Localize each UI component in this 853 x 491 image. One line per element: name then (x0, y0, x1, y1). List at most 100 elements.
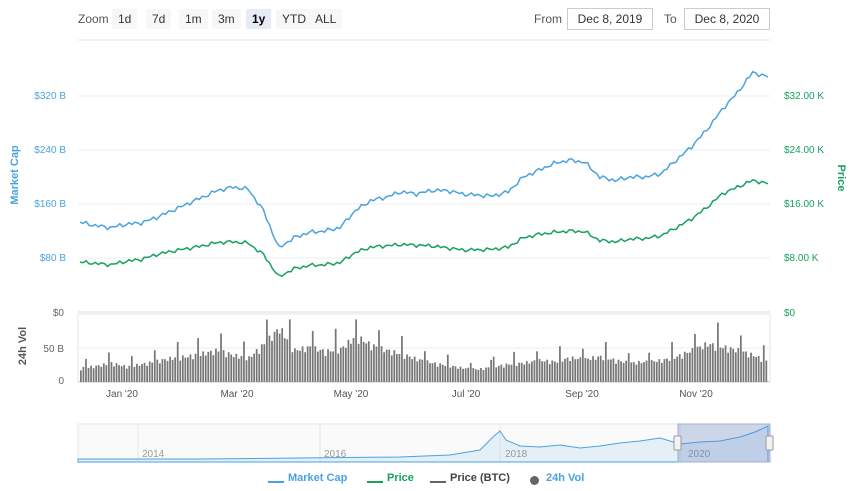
volume-bar (617, 359, 620, 382)
volume-bar (699, 346, 701, 382)
volume-bar (762, 345, 765, 382)
right-axis-tick: $0 (784, 308, 796, 319)
volume-bar (406, 354, 408, 382)
volume-bar (408, 356, 411, 382)
volume-bar (347, 339, 350, 382)
volume-bar (342, 346, 345, 382)
volume-bar (230, 354, 233, 382)
volume-bar (401, 335, 403, 382)
volume-bar (243, 341, 245, 382)
volume-bar (255, 349, 258, 382)
volume-bar (220, 333, 222, 382)
volume-bar (248, 356, 250, 382)
right-axis-title: Price (835, 165, 847, 192)
legend-price-btc[interactable]: Price (BTC) (450, 472, 510, 484)
left-axis-title: Market Cap (9, 145, 21, 205)
volume-bar (681, 358, 684, 382)
volume-bar (581, 348, 584, 382)
volume-bar (100, 366, 103, 382)
volume-bar (755, 357, 758, 382)
legend-market-cap[interactable]: Market Cap (288, 472, 348, 484)
volume-bar (418, 359, 421, 382)
x-axis-tick: Mar '20 (220, 389, 253, 400)
volume-bar (413, 356, 416, 382)
navigator-year-label: 2016 (324, 449, 347, 460)
volume-axis-tick: 50 B (43, 344, 64, 355)
zoom-all-button[interactable]: ALL (309, 9, 343, 29)
price-line (79, 178, 769, 278)
left-axis-tick: $80 B (40, 253, 66, 264)
navigator[interactable]: 2014 2016 2018 2020 (77, 423, 774, 463)
volume-bar (232, 357, 235, 382)
volume-bar (130, 356, 133, 382)
volume-bar (477, 369, 480, 382)
volume-bar (750, 352, 752, 382)
volume-bar (727, 352, 729, 382)
volume-bar (260, 344, 263, 382)
volume-bar (760, 361, 763, 382)
volume-bar (283, 338, 286, 382)
volume-bar (449, 367, 452, 382)
navigator-right-handle[interactable] (765, 435, 774, 451)
volume-bar (584, 358, 587, 382)
volume-bar (245, 360, 248, 382)
volume-bar (431, 363, 434, 382)
volume-bar (281, 328, 284, 382)
volume-bar (158, 363, 161, 382)
volume-bar (739, 335, 742, 382)
volume-bar (352, 337, 355, 382)
right-axis-tick: $16.00 K (784, 199, 824, 210)
volume-bar (638, 360, 640, 382)
volume-bar (737, 348, 740, 382)
x-axis-tick: Jul '20 (452, 389, 481, 400)
volume-bar (271, 341, 273, 382)
volume-bar (113, 366, 115, 382)
volume-bar (176, 341, 179, 382)
from-label: From (534, 12, 562, 26)
volume-bar (548, 364, 551, 382)
volume-bar (536, 351, 538, 382)
zoom-3m-button[interactable]: 3m (212, 9, 241, 29)
volume-bar (717, 322, 719, 382)
volume-bar (645, 360, 648, 382)
zoom-ytd-button[interactable]: YTD (276, 9, 312, 29)
legend-24h-vol[interactable]: 24h Vol (546, 472, 585, 484)
volume-bar (541, 361, 543, 382)
volume-bar (332, 351, 335, 382)
volume-bar (569, 361, 571, 382)
volume-bar (311, 330, 314, 382)
volume-bar (141, 364, 143, 382)
volume-bar (133, 367, 136, 382)
volume-bar (362, 342, 365, 382)
volume-bar (469, 362, 472, 382)
volume-bar (385, 349, 388, 382)
volume-bar (207, 351, 210, 382)
navigator-selection[interactable] (677, 423, 771, 463)
volume-bar (635, 364, 638, 382)
from-date-input[interactable]: Dec 8, 2019 (567, 8, 653, 30)
navigator-left-handle[interactable] (673, 435, 682, 451)
volume-bar (579, 357, 582, 382)
volume-bar (388, 349, 391, 382)
volume-bar (457, 368, 459, 382)
zoom-7d-button[interactable]: 7d (146, 9, 172, 29)
volume-bar (378, 330, 380, 382)
volume-bar (686, 352, 689, 382)
price-btc-legend-swatch (430, 481, 446, 483)
zoom-1d-button[interactable]: 1d (112, 9, 138, 29)
volume-bar (587, 358, 589, 382)
zoom-1y-button[interactable]: 1y (246, 9, 272, 29)
volume-bar (125, 368, 128, 382)
volume-bar (181, 355, 184, 382)
volume-bar (490, 359, 492, 382)
volume-bar (166, 360, 169, 382)
volume-bar (395, 353, 398, 382)
market-cap-legend-swatch (268, 481, 284, 483)
volume-bar (92, 368, 95, 382)
volume-bar (179, 360, 182, 382)
legend-price[interactable]: Price (387, 472, 414, 484)
volume-bar (630, 362, 633, 382)
volume-bar (416, 361, 419, 382)
to-date-input[interactable]: Dec 8, 2020 (684, 8, 770, 30)
zoom-1m-button[interactable]: 1m (179, 9, 208, 29)
